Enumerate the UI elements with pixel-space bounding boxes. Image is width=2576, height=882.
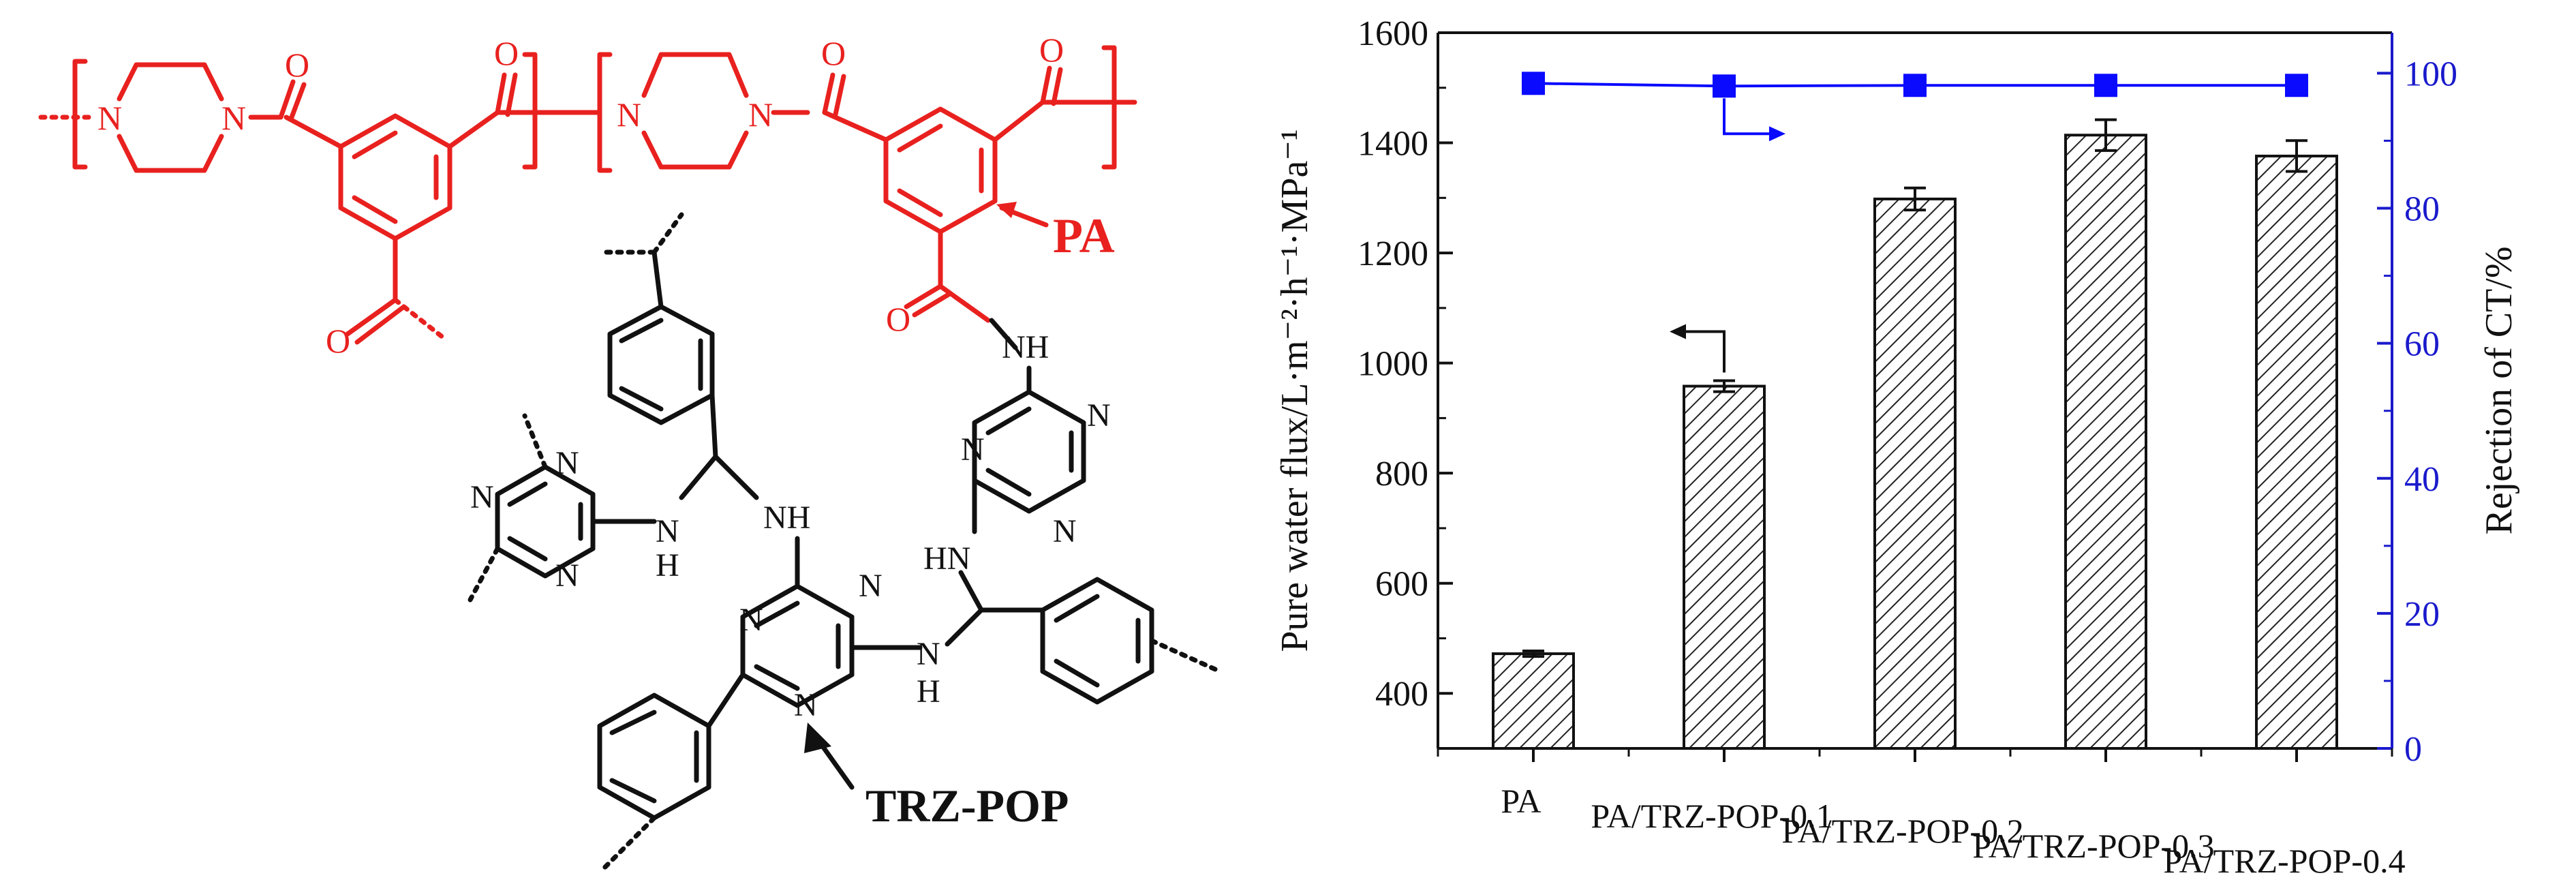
y2-tick-label: 80 [2404, 190, 2440, 229]
atom-n: N [917, 636, 940, 672]
atom-n: N [617, 95, 641, 134]
rejection-marker [2285, 74, 2308, 97]
atom-o: O [886, 300, 910, 338]
y-tick-label: 600 [1375, 565, 1428, 604]
trz-pop-structure [467, 212, 1223, 872]
x-tick-label: PA/TRZ-POP-0.2 [1781, 812, 2023, 850]
axis-indicator-layer [1670, 98, 1785, 373]
y-tick-label: 1600 [1358, 14, 1428, 53]
atom-nh: NH [1002, 329, 1049, 365]
left-axis-indicator [1683, 330, 1726, 373]
y2-tick-label: 20 [2404, 595, 2440, 634]
atom-o: O [494, 34, 519, 72]
atom-n: N [221, 99, 246, 137]
atom-o: O [1039, 31, 1064, 69]
ticks-layer: 400 600 800 1000 1200 1400 1600 0 20 40 60 80 100 PA P… [1358, 14, 2457, 880]
atom-h: H [656, 547, 679, 583]
atom-n: N [1053, 513, 1077, 549]
rejection-marker [1713, 74, 1736, 98]
atom-n: N [656, 513, 679, 549]
rejection-marker [1903, 74, 1927, 97]
x-tick-label: PA/TRZ-POP-0.4 [2163, 842, 2405, 879]
atom-n: N [794, 687, 818, 723]
y2-tick-label: 100 [2404, 55, 2457, 93]
atom-n: N [470, 479, 494, 515]
y-tick-label: 1200 [1358, 234, 1428, 273]
x-tick-label: PA [1501, 782, 1541, 820]
pa-polymer-structure [38, 45, 1137, 345]
y2-tick-label: 40 [2404, 460, 2440, 499]
rejection-series-layer [1522, 72, 2308, 98]
y2-tick-label: 60 [2404, 325, 2440, 364]
right-axis-indicator-head [1769, 126, 1785, 142]
bar [1683, 384, 1766, 750]
atom-nh: NH [763, 500, 810, 536]
trz-pop-label: TRZ-POP [865, 780, 1069, 832]
bar [1873, 197, 1957, 750]
bars-layer [1492, 134, 2338, 750]
atom-o: O [821, 34, 846, 72]
y-tick-label: 1000 [1358, 345, 1428, 384]
left-axis-indicator-head [1670, 324, 1686, 339]
pa-label: PA [1053, 209, 1115, 263]
rejection-marker [2094, 74, 2117, 97]
bar [1492, 652, 1575, 750]
y-axis-title: Pure water flux/L·m⁻²·h⁻¹·MPa⁻¹ [1274, 129, 1316, 652]
atom-n: N [739, 602, 763, 638]
atom-n: N [555, 445, 579, 481]
error-bars-layer [1522, 118, 2307, 658]
atom-hn: HN [923, 541, 970, 577]
atom-n: N [859, 568, 883, 604]
chemical-structure: N N O O O N N O O O PA [38, 31, 1223, 872]
bar [2255, 154, 2338, 750]
bar-chart: 400 600 800 1000 1200 1400 1600 0 20 40 60 80 100 PA P… [1274, 14, 2520, 880]
atom-n: N [1087, 397, 1111, 434]
atom-o: O [285, 46, 309, 84]
x-tick-label: PA/TRZ-POP-0.3 [1972, 827, 2214, 865]
y-tick-label: 400 [1375, 675, 1428, 714]
atom-n: N [555, 558, 579, 594]
right-axis-indicator [1723, 98, 1772, 136]
atom-o: O [326, 322, 350, 360]
atom-n: N [961, 431, 985, 468]
atom-h: H [917, 673, 940, 710]
atom-n: N [748, 95, 773, 134]
y2-tick-label: 0 [2404, 730, 2422, 769]
rejection-marker [1522, 72, 1545, 95]
y2-axis-title: Rejection of CT/% [2478, 246, 2520, 534]
y-tick-label: 1400 [1358, 125, 1428, 164]
atom-n: N [97, 99, 122, 137]
bar [2064, 134, 2147, 750]
trz-arrow-head [804, 723, 831, 753]
y-tick-label: 800 [1375, 455, 1428, 493]
x-tick-label: PA/TRZ-POP-0.1 [1591, 797, 1833, 835]
pa-arrow-head [996, 202, 1017, 218]
